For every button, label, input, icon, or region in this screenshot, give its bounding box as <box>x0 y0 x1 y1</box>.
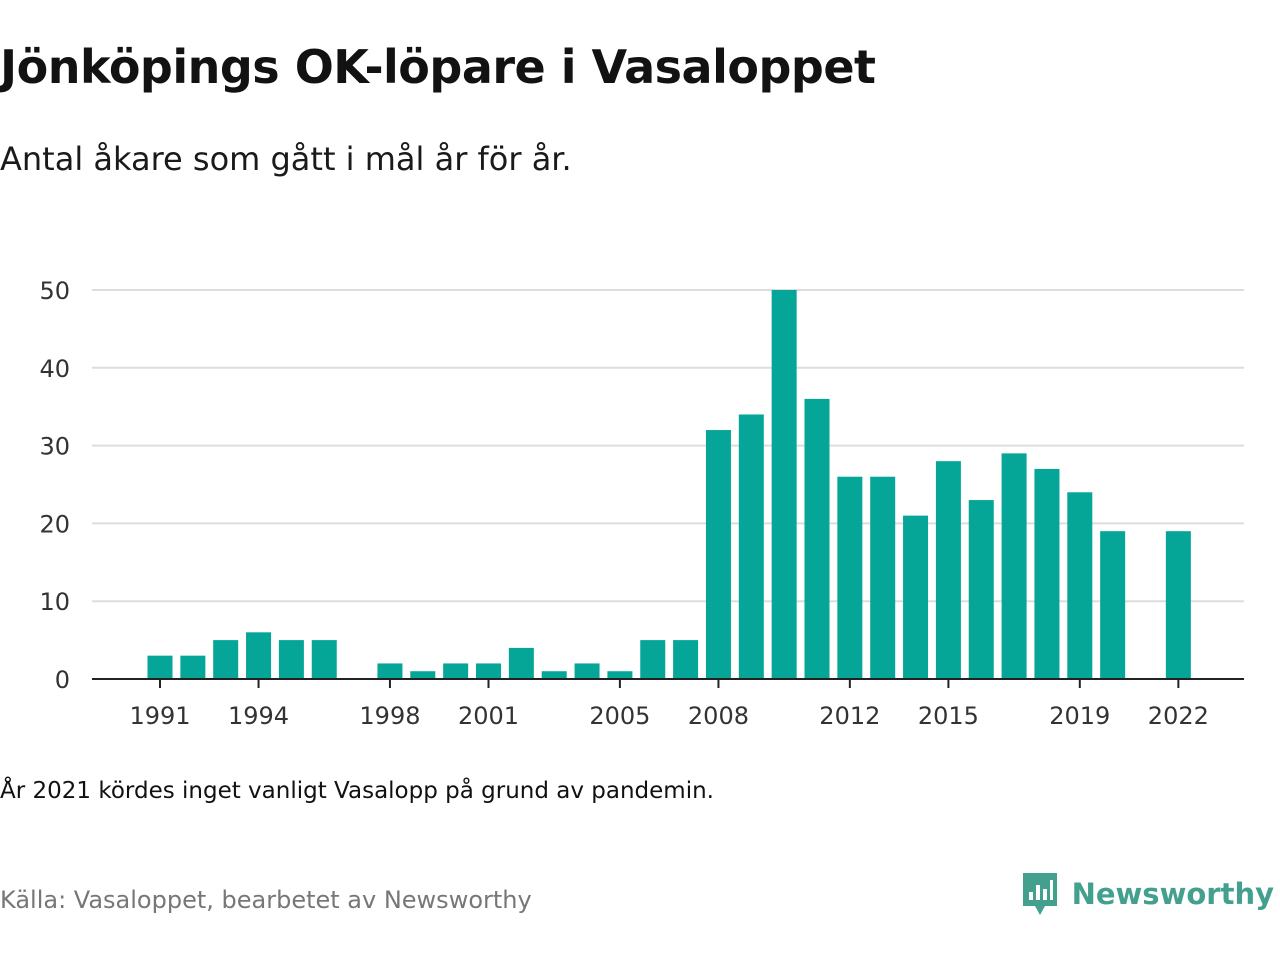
bar-1998 <box>377 663 403 679</box>
x-tick-label: 1991 <box>129 702 190 730</box>
bar-1991 <box>147 655 173 679</box>
y-tick-label: 10 <box>39 588 70 616</box>
x-axis <box>92 678 1244 688</box>
x-tick-label: 2012 <box>819 702 880 730</box>
y-tick-label: 40 <box>39 355 70 383</box>
bar-2009 <box>738 414 764 679</box>
bar-1996 <box>311 640 337 679</box>
bar-2008 <box>705 430 731 679</box>
chart-title: Jönköpings OK-löpare i Vasaloppet <box>0 40 876 94</box>
x-tick-labels: 1991 1994 1998 2001 2005 2008 2012 2015 2019 2022 <box>129 702 1208 730</box>
x-tick-label: 1994 <box>228 702 289 730</box>
bar-chart: 0 10 20 30 40 50 1991 1994 1998 2001 2005 2008 2012… <box>39 277 1244 730</box>
bar-2012 <box>837 476 863 679</box>
x-tick-label: 2015 <box>918 702 979 730</box>
bar-1995 <box>278 640 304 679</box>
bar-2011 <box>804 398 830 679</box>
bar-2018 <box>1034 468 1060 679</box>
bar-2022 <box>1165 531 1191 679</box>
bar-2019 <box>1067 492 1093 679</box>
x-tick-label: 2005 <box>589 702 650 730</box>
y-tick-labels: 0 10 20 30 40 50 <box>39 277 70 694</box>
y-tick-label: 20 <box>39 510 70 538</box>
bar-2004 <box>574 663 600 679</box>
y-tick-label: 0 <box>55 666 70 694</box>
chart-note: År 2021 kördes inget vanligt Vasalopp på… <box>0 778 714 804</box>
bar-2017 <box>1001 453 1027 679</box>
bar-2014 <box>903 515 929 679</box>
bar-1994 <box>246 632 272 679</box>
newsworthy-brand: Newsworthy <box>1020 870 1274 918</box>
bar-2013 <box>870 476 896 679</box>
y-tick-label: 50 <box>39 277 70 305</box>
bar-2006 <box>640 640 666 679</box>
bar-1992 <box>180 655 206 679</box>
source-credit: Källa: Vasaloppet, bearbetet av Newswort… <box>0 886 532 914</box>
bar-1999 <box>410 671 436 679</box>
bar-2003 <box>541 671 567 679</box>
bar-2001 <box>476 663 501 679</box>
bar-2005 <box>607 671 633 679</box>
bar-2002 <box>508 647 534 679</box>
bar-2015 <box>935 461 961 679</box>
bar-1993 <box>213 640 239 679</box>
chart-subtitle: Antal åkare som gått i mål år för år. <box>0 140 572 178</box>
y-tick-label: 30 <box>39 433 70 461</box>
x-tick-label: 2001 <box>458 702 519 730</box>
newsworthy-logo-icon <box>1022 873 1057 915</box>
bar-2020 <box>1100 531 1126 679</box>
bar-2000 <box>443 663 469 679</box>
x-tick-label: 2019 <box>1049 702 1110 730</box>
x-tick-label: 1998 <box>359 702 420 730</box>
bars <box>147 290 1191 679</box>
brand-name: Newsworthy <box>1071 877 1274 911</box>
x-tick-label: 2022 <box>1148 702 1209 730</box>
x-tick-label: 2008 <box>688 702 749 730</box>
bar-2016 <box>968 500 994 679</box>
bar-2007 <box>673 640 699 679</box>
bar-2010 <box>771 290 797 679</box>
